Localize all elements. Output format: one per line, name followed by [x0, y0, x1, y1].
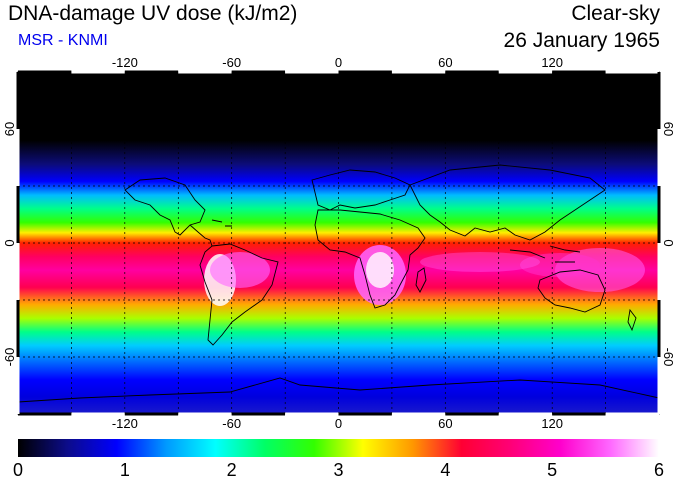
colorbar-ticks: 0 1 2 3 4 5 6 [13, 460, 664, 480]
lat-label-right: 60 [661, 122, 676, 136]
high-dose-areas [204, 245, 645, 306]
lon-label-top: -60 [222, 55, 241, 70]
coastlines [17, 164, 660, 403]
colorbar-tick-label: 4 [440, 460, 450, 480]
lon-label-bottom: 0 [335, 416, 342, 431]
lat-label-left: 0 [2, 239, 17, 246]
lon-label-bottom: 120 [541, 416, 563, 431]
colorbar-swatch [18, 439, 659, 457]
lon-label-top: 0 [335, 55, 342, 70]
lat-label-right: 0 [661, 239, 676, 246]
colorbar-tick-label: 5 [547, 460, 557, 480]
lon-label-top: 120 [541, 55, 563, 70]
lon-label-bottom: -120 [112, 416, 138, 431]
map-title: DNA-damage UV dose (kJ/m2) [8, 2, 298, 25]
lon-labels-bottom: -120 -60 0 60 120 [112, 416, 563, 431]
lat-labels-left: 60 0 -60 [2, 122, 17, 367]
lat-label-left: -60 [2, 348, 17, 367]
frame-ticks [16, 70, 661, 416]
lat-labels-right: 60 0 -60 [661, 122, 676, 367]
sky-condition-label: Clear-sky [571, 2, 660, 25]
lon-label-top: -120 [112, 55, 138, 70]
colorbar-tick-label: 6 [654, 460, 664, 480]
lon-label-top: 60 [438, 55, 452, 70]
colorbar-tick-label: 1 [120, 460, 130, 480]
lon-label-bottom: -60 [222, 416, 241, 431]
data-source-label: MSR - KNMI [18, 32, 108, 49]
colorbar-tick-label: 2 [227, 460, 237, 480]
lat-label-left: 60 [2, 122, 17, 136]
lon-labels-top: -120 -60 0 60 120 [112, 55, 563, 70]
lat-label-right: -60 [661, 348, 676, 367]
date-label: 26 January 1965 [503, 29, 660, 52]
graticule [18, 72, 659, 414]
colorbar-tick-label: 3 [333, 460, 343, 480]
lon-label-bottom: 60 [438, 416, 452, 431]
colorbar-tick-label: 0 [13, 460, 23, 480]
